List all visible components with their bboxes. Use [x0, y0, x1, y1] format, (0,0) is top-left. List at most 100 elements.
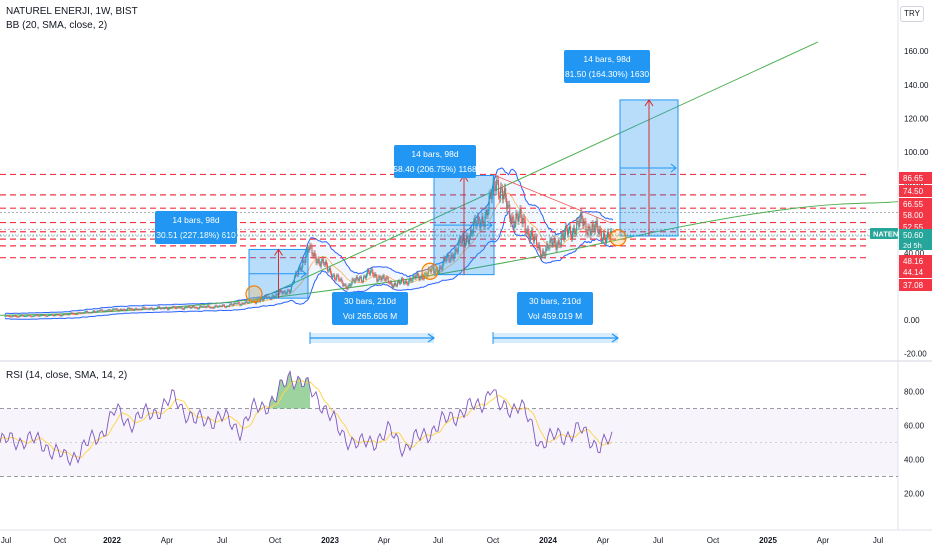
time-tick-label: Apr — [817, 536, 830, 545]
candle — [159, 305, 161, 309]
candle — [40, 314, 42, 317]
price-label-bg-1 — [899, 185, 932, 197]
candle — [192, 305, 195, 308]
candle — [436, 267, 438, 273]
candle — [111, 308, 113, 312]
ticker-price-bg — [899, 229, 932, 250]
candle — [487, 207, 489, 220]
candle — [115, 307, 117, 310]
candle — [71, 312, 73, 314]
candle — [602, 230, 605, 243]
candle — [460, 239, 462, 247]
rsi-tick-label: 60.00 — [904, 422, 925, 431]
candle — [592, 220, 594, 231]
candle — [27, 314, 29, 317]
candle — [321, 256, 323, 264]
candle — [178, 306, 180, 309]
candle — [168, 308, 170, 311]
candle — [486, 206, 488, 220]
candle — [185, 305, 187, 309]
candle — [567, 226, 570, 238]
price-label-text-6: 44.14 — [903, 268, 924, 277]
candle — [129, 307, 131, 310]
measure-arrowhead-2 — [644, 99, 654, 107]
candle — [149, 306, 151, 310]
measure-bars-text-0: 14 bars, 98d — [172, 215, 220, 225]
candle — [343, 283, 345, 288]
symbol-title: NATUREL ENERJI, 1W, BIST — [6, 6, 138, 17]
candle — [403, 277, 405, 286]
candle — [557, 237, 559, 248]
candle — [67, 313, 69, 316]
candle — [451, 252, 453, 258]
candle — [334, 273, 336, 281]
candle — [563, 232, 565, 242]
candle — [97, 310, 99, 313]
candle — [94, 309, 96, 313]
candle — [545, 245, 547, 259]
candle — [80, 312, 82, 314]
candle — [355, 275, 357, 282]
candle — [340, 277, 342, 283]
candle — [309, 242, 311, 253]
candle — [207, 304, 209, 308]
candle — [64, 313, 66, 315]
candle — [413, 273, 415, 279]
candle — [275, 292, 277, 299]
candle — [123, 308, 126, 311]
price-tick-label: 140.00 — [904, 81, 929, 90]
range-label-box-1 — [517, 292, 593, 325]
candle — [78, 311, 80, 314]
highlight-circle-0 — [245, 285, 263, 303]
candle — [565, 222, 567, 232]
candle — [211, 306, 213, 309]
candle — [528, 230, 530, 244]
candle — [302, 258, 304, 270]
candle — [109, 308, 111, 312]
ticker-name: NATEN — [873, 230, 898, 239]
candle — [150, 306, 152, 310]
candle — [554, 234, 556, 246]
candle — [450, 252, 452, 264]
candle — [389, 280, 391, 285]
candle — [199, 305, 201, 310]
candle — [398, 279, 401, 286]
candle — [599, 225, 601, 235]
price-label-bg-6 — [899, 266, 932, 278]
measure-label-box-2 — [564, 50, 650, 83]
candle — [444, 255, 446, 262]
candle — [461, 233, 463, 247]
candle — [194, 305, 196, 309]
candle — [587, 223, 589, 238]
candle — [325, 259, 327, 267]
candle — [152, 308, 154, 311]
candle — [216, 304, 218, 308]
candle — [568, 222, 571, 234]
range-bars-text-0: 30 bars, 210d — [344, 296, 396, 306]
candle — [154, 307, 156, 310]
candle — [473, 217, 475, 236]
candle — [116, 307, 118, 311]
candle — [91, 311, 93, 314]
candle — [385, 275, 387, 283]
candle — [61, 315, 63, 317]
currency-button[interactable]: TRY — [900, 6, 924, 22]
candle — [26, 315, 28, 317]
candle — [337, 273, 339, 278]
candle — [59, 314, 61, 316]
candle — [529, 232, 531, 244]
candle — [99, 309, 101, 312]
candle — [431, 264, 434, 271]
candle — [572, 227, 574, 242]
candle — [372, 267, 374, 277]
candle — [346, 286, 348, 291]
ticker-countdown: 2d 5h — [903, 241, 922, 250]
candle — [144, 306, 146, 310]
measure-harrow-2 — [670, 163, 677, 173]
candle — [597, 226, 599, 238]
candle — [98, 310, 100, 312]
candle — [606, 234, 608, 247]
candle — [489, 188, 491, 200]
candle — [354, 278, 356, 284]
